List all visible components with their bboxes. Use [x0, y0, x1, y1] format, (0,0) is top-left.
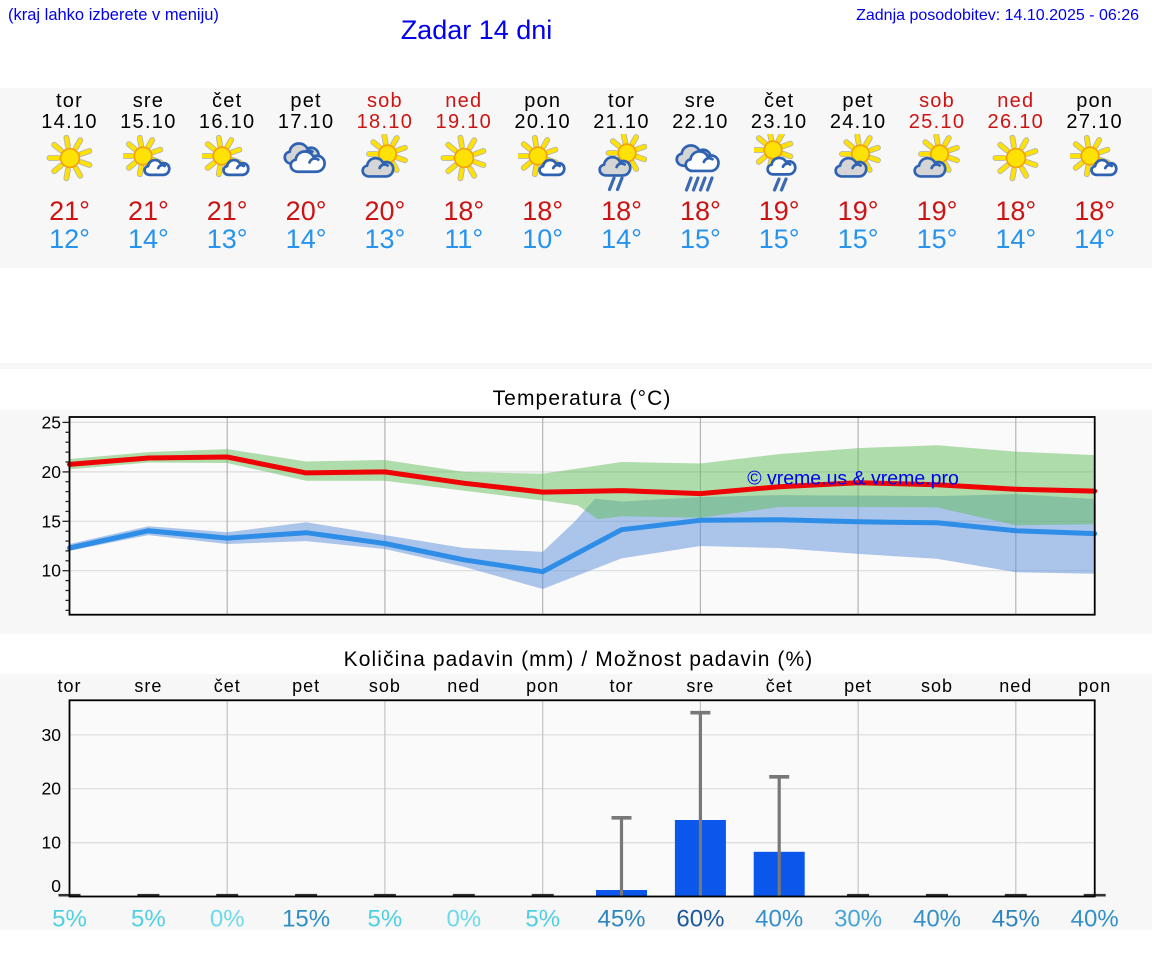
- svg-text:5%: 5%: [52, 906, 87, 931]
- svg-text:pet: pet: [292, 676, 320, 696]
- svg-text:ned: ned: [999, 676, 1032, 696]
- svg-text:pon: pon: [1078, 676, 1111, 696]
- svg-text:čet: čet: [766, 676, 793, 696]
- svg-text:10: 10: [42, 833, 62, 853]
- svg-text:30%: 30%: [834, 906, 882, 931]
- svg-text:45%: 45%: [992, 906, 1040, 931]
- svg-text:60%: 60%: [676, 906, 724, 931]
- svg-text:0: 0: [51, 876, 61, 896]
- svg-text:0%: 0%: [210, 906, 245, 931]
- svg-text:10: 10: [42, 561, 62, 581]
- svg-text:sre: sre: [134, 676, 162, 696]
- svg-text:© vreme.us & vreme.pro: © vreme.us & vreme.pro: [747, 468, 959, 490]
- svg-text:tor: tor: [57, 676, 81, 696]
- svg-text:sob: sob: [921, 676, 953, 696]
- svg-text:5%: 5%: [131, 906, 166, 931]
- svg-text:sob: sob: [369, 676, 401, 696]
- svg-text:pon: pon: [526, 676, 559, 696]
- svg-text:25: 25: [42, 412, 61, 432]
- svg-text:40%: 40%: [755, 906, 803, 931]
- svg-text:tor: tor: [609, 676, 633, 696]
- svg-text:0%: 0%: [446, 906, 481, 931]
- svg-text:15%: 15%: [282, 906, 330, 931]
- svg-text:čet: čet: [214, 676, 241, 696]
- svg-text:sre: sre: [686, 676, 714, 696]
- svg-text:20: 20: [42, 462, 62, 482]
- svg-text:pet: pet: [844, 676, 872, 696]
- svg-text:5%: 5%: [368, 906, 403, 931]
- svg-text:40%: 40%: [1071, 906, 1119, 931]
- svg-text:40%: 40%: [913, 906, 961, 931]
- svg-text:5%: 5%: [525, 906, 560, 931]
- svg-text:45%: 45%: [597, 906, 645, 931]
- svg-text:ned: ned: [447, 676, 480, 696]
- svg-text:30: 30: [42, 725, 62, 745]
- svg-text:20: 20: [42, 779, 62, 799]
- svg-text:15: 15: [42, 511, 61, 531]
